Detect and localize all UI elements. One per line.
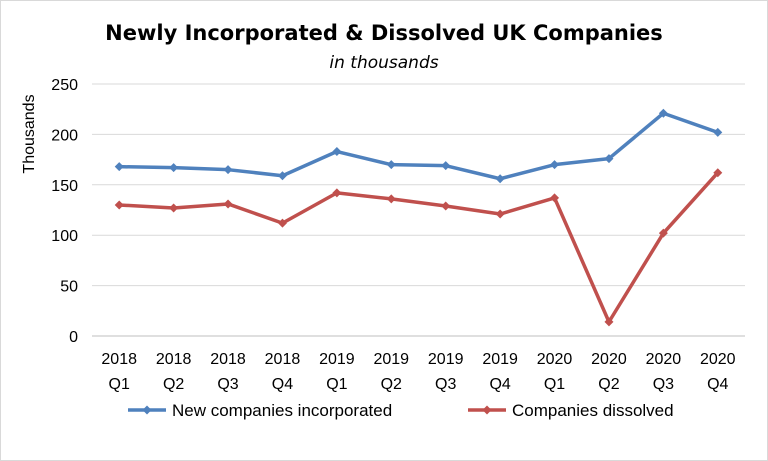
data-point (114, 200, 124, 210)
data-point (550, 193, 560, 203)
series-line (119, 171, 720, 324)
x-tick-label-quarter: Q2 (598, 376, 619, 393)
data-point (604, 154, 614, 164)
x-tick-label-quarter: Q2 (381, 376, 402, 393)
x-tick-label-year: 2019 (482, 351, 518, 368)
y-tick-label: 150 (51, 178, 78, 195)
x-tick-label-year: 2018 (210, 351, 246, 368)
series-1 (114, 108, 723, 184)
x-tick-label-quarter: Q2 (163, 376, 184, 393)
y-tick-label: 250 (51, 77, 78, 94)
y-tick-label: 200 (51, 127, 78, 144)
y-tick-label: 100 (51, 228, 78, 245)
x-tick-label-quarter: Q1 (326, 376, 347, 393)
legend-marker (142, 405, 152, 415)
x-tick-label-year: 2018 (265, 351, 301, 368)
gridlines (92, 83, 745, 337)
data-point (441, 201, 451, 211)
data-point (277, 171, 287, 181)
x-tick-label-year: 2018 (156, 351, 192, 368)
x-tick-label-year: 2020 (700, 351, 736, 368)
data-point (332, 147, 342, 157)
x-tick-label-quarter: Q4 (489, 376, 510, 393)
x-tick-label-year: 2020 (646, 351, 682, 368)
x-tick-label-quarter: Q3 (217, 376, 238, 393)
x-tick-label-year: 2019 (373, 351, 409, 368)
x-tick-label-quarter: Q3 (435, 376, 456, 393)
data-point (386, 194, 396, 204)
data-point (277, 218, 287, 228)
chart-subtitle: in thousands (329, 53, 438, 73)
series-line (119, 111, 719, 181)
legend-label: New companies incorporated (172, 401, 392, 420)
data-point (332, 188, 342, 198)
x-tick-label-quarter: Q1 (544, 376, 565, 393)
legend: New companies incorporated Companies diss… (128, 401, 674, 420)
x-tick-label-quarter: Q3 (653, 376, 674, 393)
y-axis-label: Thousands (21, 94, 38, 173)
data-point (604, 317, 614, 327)
series-lines (114, 108, 723, 327)
data-point (550, 160, 560, 170)
series-2 (114, 168, 723, 327)
legend-label: Companies dissolved (512, 401, 674, 420)
x-tick-label-year: 2020 (591, 351, 627, 368)
data-point (114, 162, 124, 172)
y-tick-label: 50 (60, 279, 78, 296)
y-tick-label: 0 (69, 329, 78, 346)
x-tick-label-year: 2020 (537, 351, 573, 368)
legend-item: Companies dissolved (468, 401, 674, 420)
data-point (658, 228, 668, 238)
data-point (169, 203, 179, 213)
x-tick-label-quarter: Q4 (272, 376, 293, 393)
data-point (658, 108, 668, 118)
chart-title: Newly Incorporated & Dissolved UK Compan… (105, 21, 663, 45)
y-axis-ticks: 0 50 100 150 200 250 (51, 77, 78, 346)
data-point (713, 127, 723, 137)
x-tick-label-year: 2019 (428, 351, 464, 368)
data-point (223, 199, 233, 209)
data-point (495, 209, 505, 219)
x-tick-label-quarter: Q1 (109, 376, 130, 393)
data-point (223, 165, 233, 175)
legend-marker (482, 405, 492, 415)
data-point (386, 160, 396, 170)
x-axis-ticks: 2018 Q1 2018 Q2 2018 Q3 2018 Q4 2019 Q1 2019 Q2 2019… (101, 351, 735, 393)
data-point (441, 161, 451, 171)
x-tick-label-year: 2019 (319, 351, 355, 368)
data-point (495, 174, 505, 184)
legend-item: New companies incorporated (128, 401, 392, 420)
x-tick-label-year: 2018 (101, 351, 137, 368)
data-point (713, 168, 723, 178)
data-point (169, 163, 179, 173)
x-tick-label-quarter: Q4 (707, 376, 728, 393)
